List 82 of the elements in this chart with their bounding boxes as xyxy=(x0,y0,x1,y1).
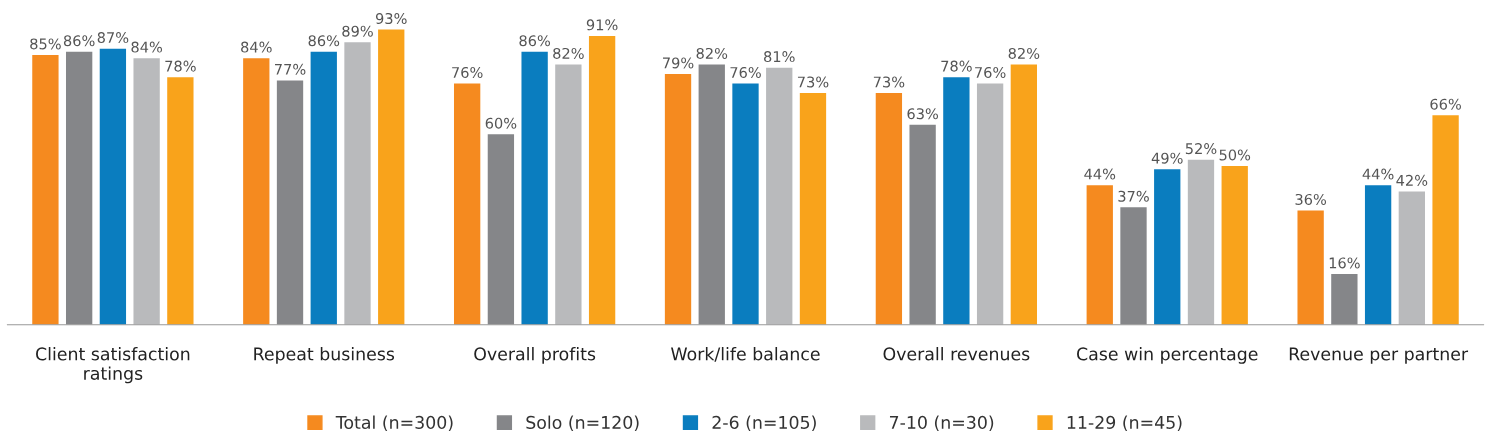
data-label: 78% xyxy=(941,60,972,72)
data-label: 78% xyxy=(165,60,196,72)
bar xyxy=(875,93,903,325)
data-label: 82% xyxy=(553,47,584,59)
data-label: 82% xyxy=(696,47,728,59)
data-label: 86% xyxy=(519,35,551,47)
bar xyxy=(521,51,548,325)
bar xyxy=(487,134,515,325)
data-label: 82% xyxy=(1008,47,1040,59)
bar xyxy=(588,35,616,325)
data-label: 91% xyxy=(586,19,618,31)
bar xyxy=(1086,185,1113,325)
data-label: 36% xyxy=(1295,193,1327,205)
legend-label: Solo (n=120) xyxy=(526,415,639,432)
data-label: 44% xyxy=(1362,168,1394,180)
bar xyxy=(133,58,160,325)
bar xyxy=(167,77,194,325)
bar xyxy=(1154,169,1181,325)
x-tick-label: Client satisfaction ratings xyxy=(36,347,190,384)
bar xyxy=(99,48,127,325)
bar xyxy=(976,83,1004,325)
data-label: 60% xyxy=(485,117,517,129)
bar xyxy=(1432,115,1459,325)
data-label: 49% xyxy=(1151,152,1183,164)
data-label: 44% xyxy=(1084,168,1116,180)
x-tick-label: Overall revenues xyxy=(883,347,1030,361)
bar xyxy=(1010,64,1038,325)
legend-label: Total (n=300) xyxy=(335,415,453,432)
data-label: 50% xyxy=(1219,149,1251,161)
data-label: 73% xyxy=(873,76,905,88)
bar xyxy=(344,42,371,325)
data-label: 87% xyxy=(97,32,129,44)
x-tick-label: Overall profits xyxy=(474,347,596,364)
bar xyxy=(32,55,59,325)
bar xyxy=(555,64,582,325)
bar xyxy=(909,124,936,325)
data-label: 86% xyxy=(63,35,95,47)
data-label: 66% xyxy=(1430,98,1461,110)
bar xyxy=(1187,159,1215,325)
x-tick-label: Case win percentage xyxy=(1077,347,1258,364)
bar xyxy=(1364,185,1392,325)
data-label: 76% xyxy=(730,66,761,78)
bar xyxy=(1297,210,1324,325)
x-tick-label: Revenue per partner xyxy=(1289,347,1469,364)
legend-label: 11-29 (n=45) xyxy=(1067,415,1182,432)
data-label: 85% xyxy=(30,38,61,50)
data-label: 84% xyxy=(131,41,163,53)
data-label: 84% xyxy=(241,41,272,53)
bar xyxy=(378,29,405,325)
data-label: 42% xyxy=(1396,174,1428,186)
data-label: 76% xyxy=(452,66,483,78)
data-label: 37% xyxy=(1118,190,1149,202)
bar xyxy=(766,67,793,325)
data-label: 86% xyxy=(308,35,340,47)
data-label: 89% xyxy=(342,25,373,37)
bar xyxy=(1331,274,1358,325)
data-label: 79% xyxy=(663,57,694,69)
bar xyxy=(799,93,827,325)
data-label: 73% xyxy=(797,76,829,88)
data-label: 77% xyxy=(275,63,306,75)
data-label: 52% xyxy=(1185,143,1217,155)
bar xyxy=(1398,191,1426,325)
bar xyxy=(453,83,481,325)
data-label: 76% xyxy=(975,66,1006,78)
data-label: 63% xyxy=(907,108,939,120)
bar xyxy=(732,83,759,325)
bar xyxy=(310,51,337,325)
bar xyxy=(1120,207,1147,325)
bar xyxy=(664,74,692,325)
bar xyxy=(943,77,970,325)
legend-label: 2-6 (n=105) xyxy=(712,415,816,432)
bar xyxy=(243,58,270,325)
legend-label: 7-10 (n=30) xyxy=(889,415,994,432)
bar xyxy=(276,80,304,325)
x-tick-label: Repeat business xyxy=(254,347,395,364)
x-tick-label: Work/life balance xyxy=(671,347,820,362)
data-label: 81% xyxy=(764,51,795,63)
bar xyxy=(65,51,93,325)
data-label: 93% xyxy=(375,12,407,25)
bar xyxy=(698,64,725,325)
data-label: 16% xyxy=(1329,257,1360,269)
bar xyxy=(1221,166,1248,325)
